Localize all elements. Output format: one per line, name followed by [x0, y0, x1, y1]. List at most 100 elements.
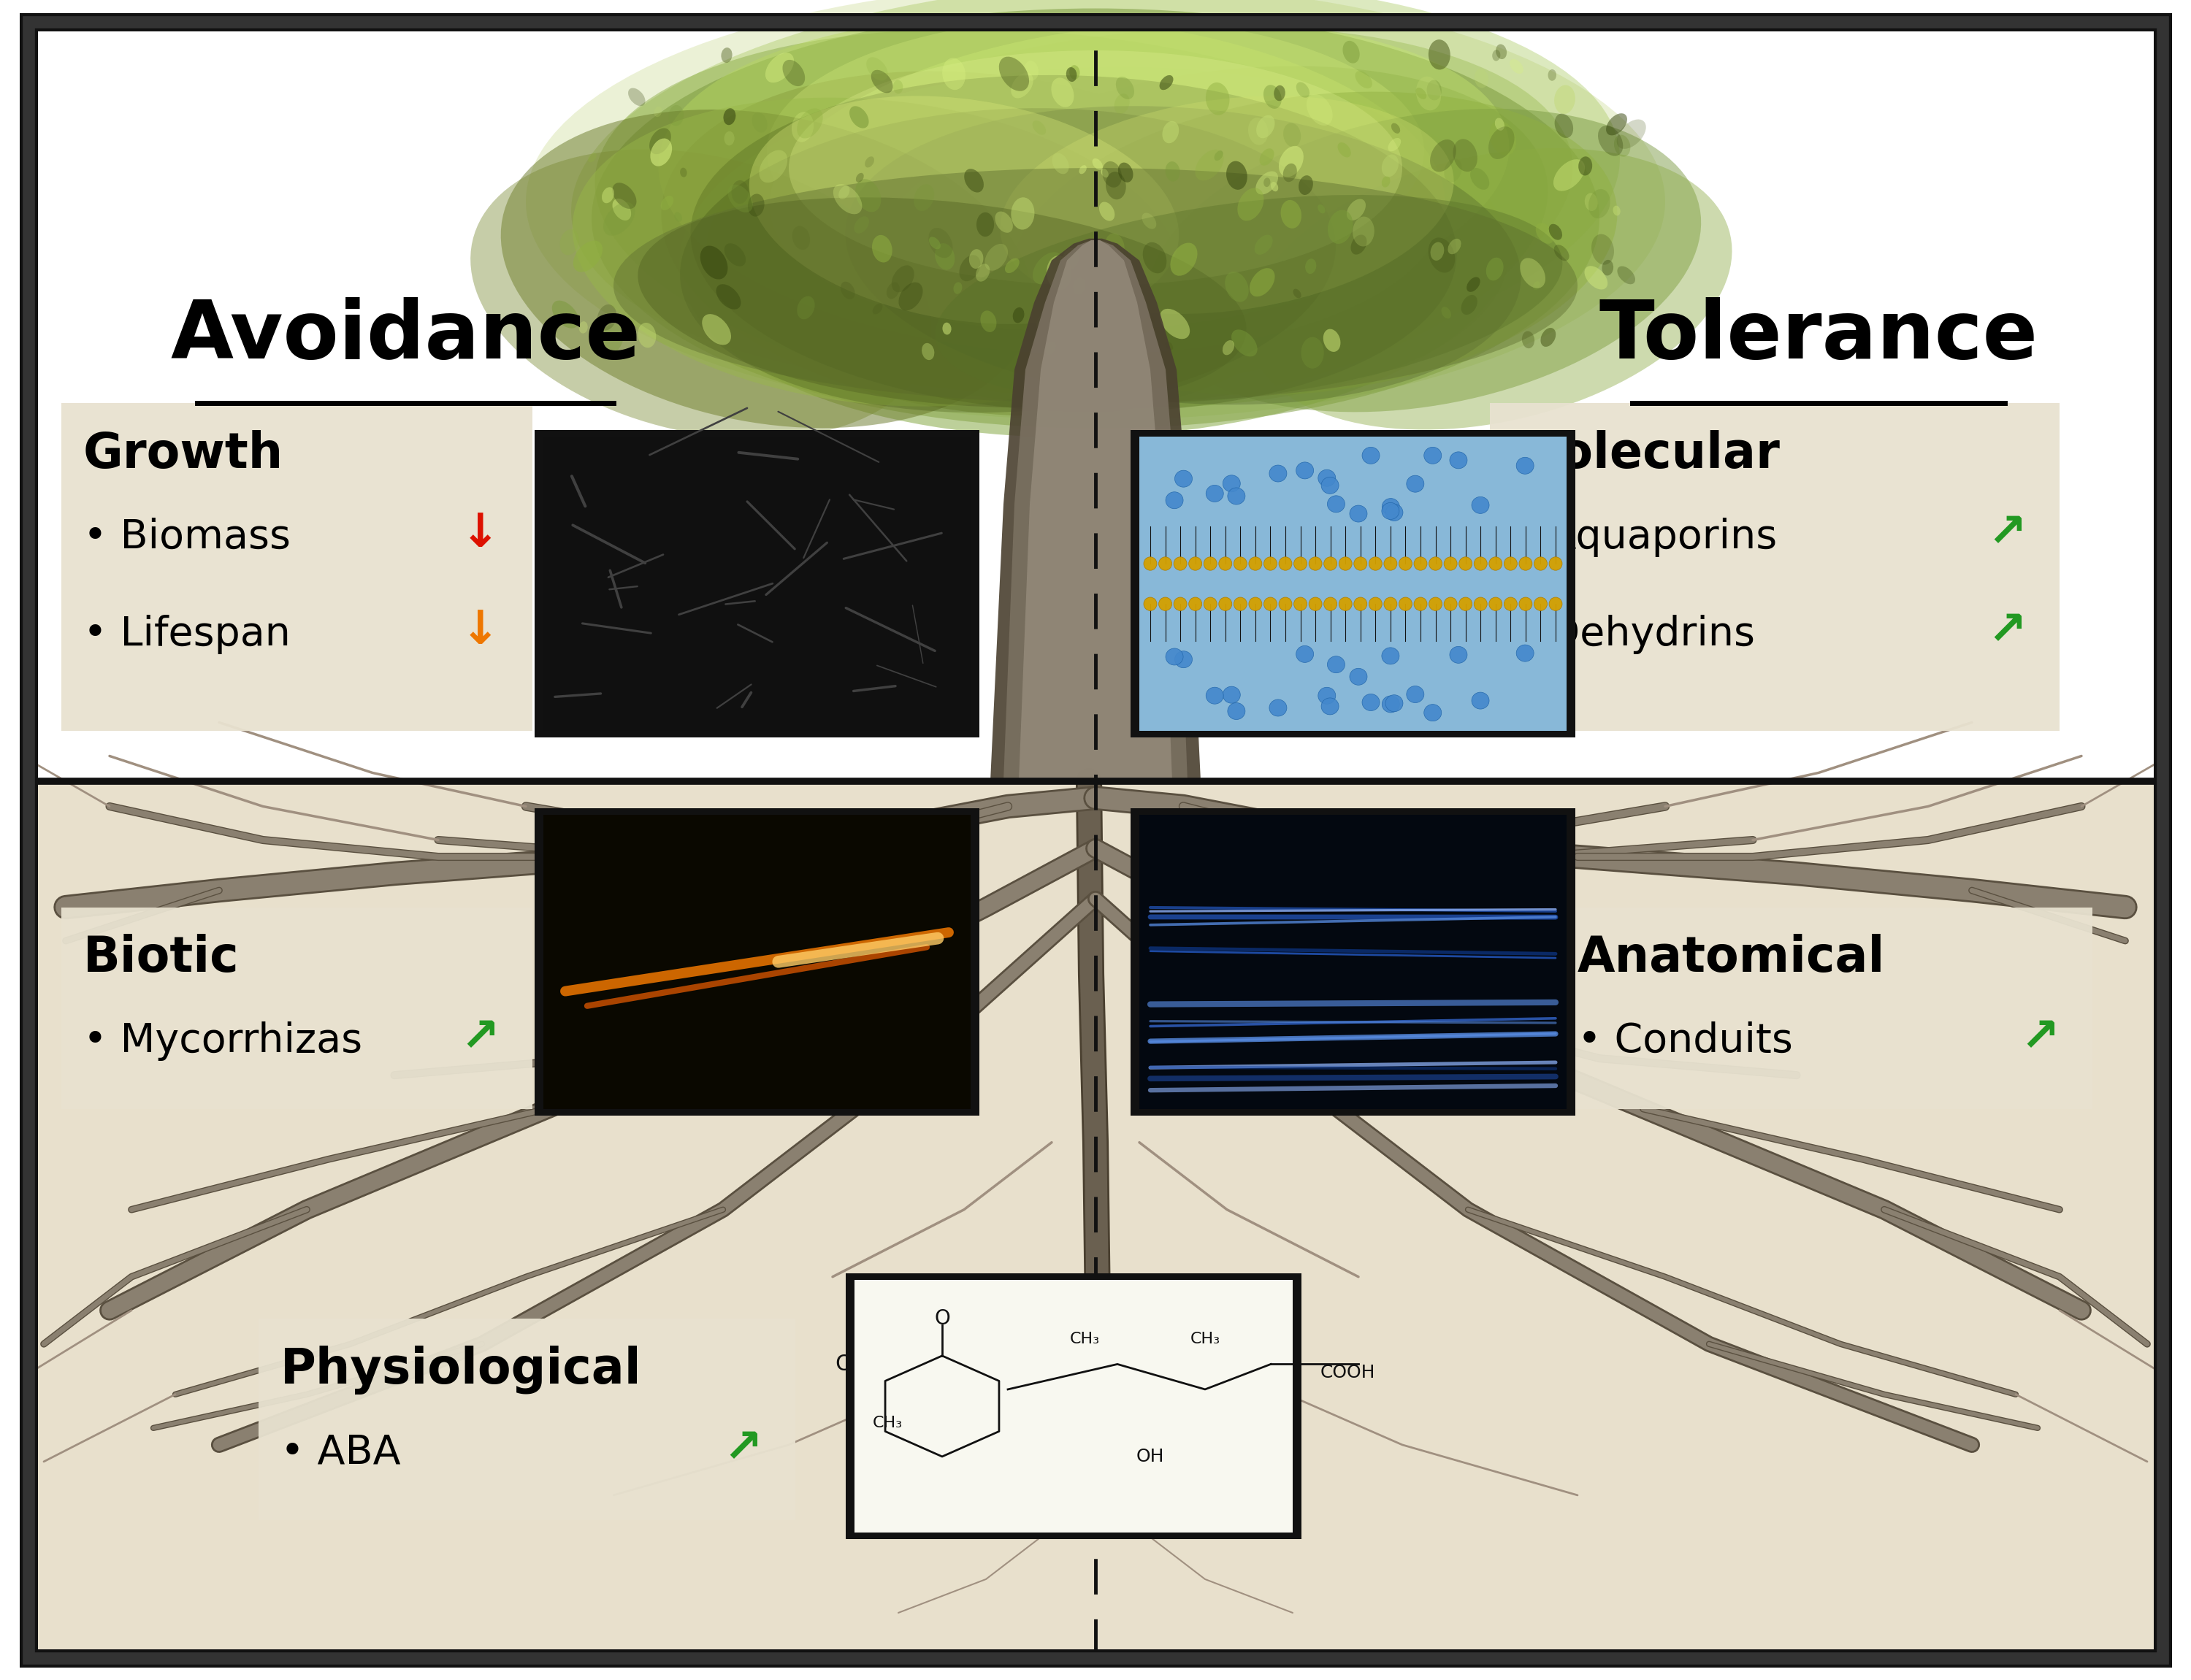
Ellipse shape — [1117, 334, 1135, 354]
Ellipse shape — [791, 113, 813, 143]
Ellipse shape — [1354, 598, 1367, 612]
Polygon shape — [990, 239, 1201, 781]
Ellipse shape — [1293, 289, 1301, 297]
Ellipse shape — [1174, 470, 1192, 487]
Ellipse shape — [1234, 558, 1247, 570]
Ellipse shape — [1269, 699, 1286, 716]
Ellipse shape — [572, 0, 1619, 388]
Ellipse shape — [1010, 72, 1034, 97]
Bar — [543, 815, 971, 1109]
Ellipse shape — [1102, 161, 1122, 188]
Ellipse shape — [1475, 69, 1488, 87]
Bar — [846, 1273, 1301, 1539]
Ellipse shape — [1490, 598, 1503, 612]
Ellipse shape — [1385, 558, 1398, 570]
Ellipse shape — [1074, 277, 1085, 294]
Ellipse shape — [1407, 475, 1424, 492]
Ellipse shape — [1339, 598, 1352, 612]
Ellipse shape — [1148, 109, 1700, 412]
Ellipse shape — [1174, 558, 1188, 570]
Ellipse shape — [1383, 696, 1400, 712]
Ellipse shape — [1617, 119, 1645, 150]
Ellipse shape — [1295, 598, 1308, 612]
Ellipse shape — [592, 8, 1599, 428]
Ellipse shape — [701, 245, 727, 279]
Ellipse shape — [749, 96, 1179, 324]
Ellipse shape — [865, 57, 887, 81]
Ellipse shape — [1218, 558, 1231, 570]
Text: CH₃: CH₃ — [1190, 1332, 1220, 1346]
Ellipse shape — [1218, 598, 1231, 612]
Ellipse shape — [839, 186, 850, 200]
Text: Tolerance: Tolerance — [1599, 297, 2038, 375]
Ellipse shape — [1223, 687, 1240, 704]
Ellipse shape — [798, 108, 824, 138]
Ellipse shape — [1398, 598, 1411, 612]
Ellipse shape — [1280, 146, 1304, 176]
Ellipse shape — [1069, 66, 1080, 79]
Ellipse shape — [1247, 148, 1733, 430]
Ellipse shape — [1387, 138, 1400, 151]
Ellipse shape — [1190, 558, 1203, 570]
Ellipse shape — [1369, 598, 1383, 612]
Bar — [1131, 808, 1575, 1116]
Ellipse shape — [1328, 496, 1345, 512]
Ellipse shape — [1023, 60, 1039, 81]
Ellipse shape — [1503, 558, 1516, 570]
Ellipse shape — [1319, 687, 1337, 704]
Ellipse shape — [1429, 40, 1450, 69]
Ellipse shape — [651, 138, 673, 166]
Ellipse shape — [1159, 309, 1190, 339]
Ellipse shape — [863, 66, 1547, 405]
Ellipse shape — [1475, 598, 1488, 612]
Ellipse shape — [701, 314, 732, 344]
Text: Biotic: Biotic — [83, 934, 239, 983]
Ellipse shape — [798, 296, 815, 319]
Bar — [61, 907, 532, 1109]
Ellipse shape — [1203, 558, 1216, 570]
Ellipse shape — [679, 108, 1337, 413]
Ellipse shape — [1231, 329, 1258, 356]
Ellipse shape — [1142, 213, 1157, 228]
Ellipse shape — [1273, 86, 1286, 101]
Bar — [259, 1319, 795, 1520]
Ellipse shape — [1556, 114, 1573, 138]
Ellipse shape — [1227, 161, 1247, 190]
Ellipse shape — [1036, 314, 1067, 349]
Ellipse shape — [865, 156, 874, 168]
Ellipse shape — [922, 343, 933, 360]
Bar — [1131, 430, 1575, 738]
Ellipse shape — [1067, 67, 1076, 82]
Ellipse shape — [1010, 197, 1034, 230]
Ellipse shape — [1260, 148, 1275, 166]
Ellipse shape — [1205, 486, 1223, 502]
Ellipse shape — [1032, 121, 1045, 134]
Text: Anatomical: Anatomical — [1578, 934, 1884, 983]
Ellipse shape — [1444, 158, 1461, 181]
Ellipse shape — [1429, 598, 1442, 612]
Text: ↗: ↗ — [2020, 1015, 2060, 1060]
Ellipse shape — [1227, 487, 1244, 504]
Ellipse shape — [1012, 92, 1617, 395]
Ellipse shape — [1115, 94, 1131, 114]
Ellipse shape — [1280, 558, 1293, 570]
Ellipse shape — [502, 109, 1032, 428]
Ellipse shape — [578, 321, 587, 333]
Ellipse shape — [1297, 645, 1315, 662]
Text: • Conduits: • Conduits — [1578, 1021, 1792, 1060]
Ellipse shape — [1534, 281, 1540, 291]
Ellipse shape — [942, 323, 951, 334]
Ellipse shape — [1100, 202, 1115, 222]
Ellipse shape — [603, 186, 613, 203]
Ellipse shape — [765, 52, 793, 82]
Ellipse shape — [1045, 341, 1056, 354]
Ellipse shape — [1297, 462, 1315, 479]
Ellipse shape — [1470, 168, 1490, 190]
Ellipse shape — [1510, 59, 1523, 74]
Ellipse shape — [638, 197, 1247, 408]
Ellipse shape — [1297, 82, 1310, 97]
Ellipse shape — [1490, 121, 1516, 155]
Ellipse shape — [657, 15, 1446, 354]
Ellipse shape — [1503, 598, 1516, 612]
Ellipse shape — [1492, 50, 1501, 60]
